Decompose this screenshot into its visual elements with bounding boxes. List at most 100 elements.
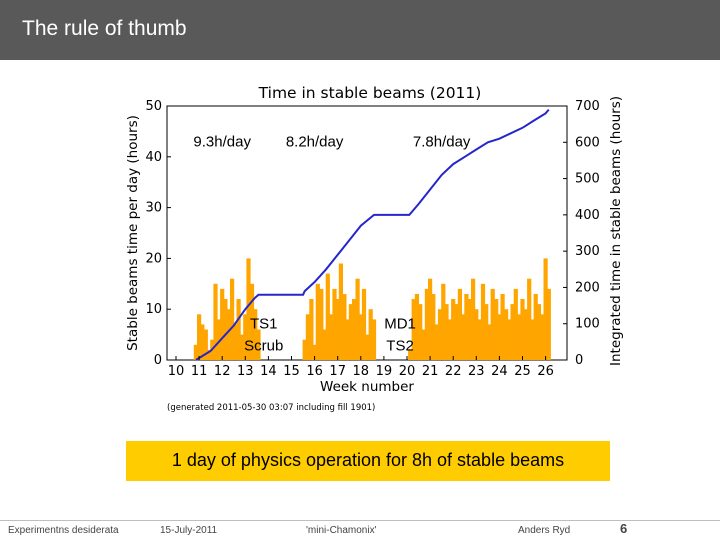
bar: [504, 309, 509, 360]
bar: [414, 294, 419, 360]
footer-date: 15-July-2011: [160, 525, 218, 536]
bar: [484, 304, 489, 360]
bar: [421, 329, 426, 360]
y2-tick-label: 300: [575, 244, 600, 259]
bar: [223, 299, 228, 360]
x-tick-label: 21: [422, 364, 439, 379]
bar: [302, 339, 307, 360]
bar: [447, 319, 453, 360]
bar: [249, 283, 255, 360]
bar: [523, 309, 528, 360]
bar: [411, 299, 416, 360]
x-tick-label: 20: [399, 364, 416, 379]
bar: [461, 314, 466, 360]
stable-beams-chart: 10 11 12 13 14 15 16 17 18 19 20 21 22 23 24 25 26 0 10 20 3…: [125, 84, 624, 413]
chart-annotation: TS2: [386, 337, 414, 354]
bar: [355, 278, 360, 360]
bar: [322, 329, 327, 360]
bar: [418, 304, 423, 360]
bar: [467, 299, 472, 360]
bar: [480, 283, 486, 360]
bar: [451, 299, 456, 360]
bar: [477, 319, 482, 360]
bar: [507, 319, 512, 360]
bar: [256, 329, 261, 360]
bar: [246, 258, 251, 360]
bar: [464, 294, 469, 360]
y-tick-label: 20: [145, 251, 162, 266]
y-tick-label: 30: [145, 201, 162, 216]
bar: [500, 294, 505, 360]
bar: [358, 314, 363, 360]
bar: [457, 288, 462, 360]
bar: [230, 278, 235, 360]
bar: [226, 309, 231, 360]
bar: [342, 294, 347, 360]
bar: [444, 304, 449, 360]
y-axis-label: Stable beams time per day (hours): [125, 115, 141, 351]
chart-title: Time in stable beams (2011): [258, 84, 482, 102]
bar: [530, 319, 535, 360]
x-tick-label: 15: [283, 364, 300, 379]
x-tick-label: 17: [329, 364, 346, 379]
bar: [325, 273, 330, 360]
bar: [368, 309, 373, 360]
bar: [253, 309, 258, 360]
bar: [454, 304, 459, 360]
x-tick-label: 24: [491, 364, 508, 379]
bar: [305, 314, 310, 360]
chart-footnote: (generated 2011-05-30 03:07 including fi…: [167, 403, 375, 413]
footer-author: Anders Ryd: [518, 525, 571, 536]
y-tick-label: 40: [145, 150, 162, 165]
y2-tick-label: 400: [575, 208, 600, 223]
y2-tick-label: 600: [575, 135, 600, 150]
y-tick-label: 50: [145, 99, 162, 114]
y-tick-label: 0: [154, 353, 162, 368]
bar: [546, 288, 551, 360]
bar: [520, 299, 525, 360]
bar: [434, 324, 439, 360]
y2-tick-label: 100: [575, 317, 600, 332]
x-tick-label: 22: [445, 364, 462, 379]
chart-annotation: 8.2h/day: [286, 134, 344, 151]
bar: [487, 324, 492, 360]
chart-annotation: 7.8h/day: [413, 134, 471, 151]
x-tick-label: 11: [191, 364, 208, 379]
bar: [206, 349, 212, 360]
bar: [424, 288, 429, 360]
y-tick-label: 10: [145, 302, 162, 317]
bar: [309, 299, 314, 360]
chart-annotation: Scrub: [244, 337, 283, 354]
highlight-text: 1 day of physics operation for 8h of sta…: [171, 450, 565, 470]
footer-event: 'mini-Chamonix': [306, 525, 377, 536]
bar: [431, 294, 436, 360]
bar: [348, 304, 353, 360]
bar: [319, 288, 324, 360]
x-axis-label: Week number: [320, 379, 414, 395]
bar: [240, 334, 245, 360]
y2-tick-label: 200: [575, 280, 600, 295]
bar: [527, 278, 532, 360]
bar: [352, 299, 357, 360]
bar: [540, 314, 545, 360]
x-tick-label: 19: [376, 364, 393, 379]
bar: [236, 299, 241, 360]
footer-left: Experimentns desiderata: [8, 525, 119, 536]
bar: [543, 258, 548, 360]
bar: [233, 324, 238, 360]
y2-tick-label: 500: [575, 172, 600, 187]
bar: [437, 309, 443, 360]
x-tick-label: 26: [537, 364, 554, 379]
footer-divider: [0, 520, 720, 521]
chart-annotation: MD1: [384, 316, 416, 333]
title-bar: The rule of thumb: [0, 0, 720, 60]
x-tick-label: 10: [168, 364, 185, 379]
bar: [517, 314, 522, 360]
highlight-box: 1 day of physics operation for 8h of sta…: [126, 441, 610, 481]
bar: [513, 288, 518, 360]
bar: [213, 283, 218, 360]
page-number: 6: [620, 521, 628, 536]
bar: [365, 334, 370, 360]
bar: [533, 294, 538, 360]
bar: [335, 299, 340, 360]
